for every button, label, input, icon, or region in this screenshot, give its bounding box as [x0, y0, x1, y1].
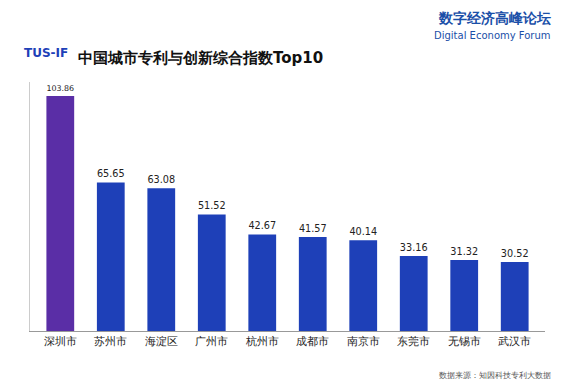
svg-text:南京市: 南京市 — [347, 335, 380, 348]
svg-text:杭州市: 杭州市 — [245, 335, 279, 348]
svg-text:Digital Economy Forum: Digital Economy Forum — [434, 30, 551, 41]
svg-text:东莞市: 东莞市 — [397, 335, 430, 348]
svg-text:51.52: 51.52 — [198, 200, 226, 211]
svg-text:42.67: 42.67 — [248, 220, 276, 231]
svg-text:31.32: 31.32 — [450, 246, 478, 257]
svg-text:武汉市: 武汉市 — [498, 335, 531, 348]
svg-text:广州市: 广州市 — [195, 335, 228, 348]
svg-text:65.65: 65.65 — [97, 168, 125, 179]
svg-text:33.16: 33.16 — [400, 242, 428, 253]
svg-text:40.14: 40.14 — [349, 226, 377, 237]
svg-text:中国城市专利与创新综合指数Top10: 中国城市专利与创新综合指数Top10 — [78, 49, 323, 67]
svg-text:TUS-IF: TUS-IF — [24, 46, 68, 60]
svg-text:30.52: 30.52 — [501, 248, 529, 259]
svg-text:深圳市: 深圳市 — [44, 335, 77, 348]
svg-text:数据来源：知因科技专利大数据: 数据来源：知因科技专利大数据 — [439, 371, 551, 380]
svg-text:41.57: 41.57 — [299, 223, 327, 234]
svg-text:103.86: 103.86 — [46, 84, 74, 93]
svg-text:63.08: 63.08 — [147, 174, 175, 185]
svg-text:海淀区: 海淀区 — [145, 335, 178, 348]
svg-text:数字经济高峰论坛: 数字经济高峰论坛 — [438, 10, 551, 26]
svg-text:苏州市: 苏州市 — [94, 335, 127, 348]
svg-text:无锡市: 无锡市 — [448, 335, 481, 348]
svg-text:成都市: 成都市 — [296, 335, 329, 348]
